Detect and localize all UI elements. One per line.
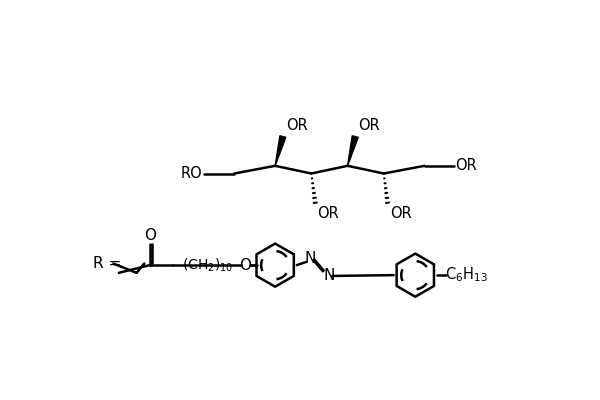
Text: N: N <box>323 268 335 284</box>
Polygon shape <box>347 136 358 166</box>
Text: R =: R = <box>94 256 122 271</box>
Text: OR: OR <box>317 206 339 221</box>
Text: (CH$_2$)$_{10}$: (CH$_2$)$_{10}$ <box>182 256 233 274</box>
Text: O: O <box>239 258 251 273</box>
Text: OR: OR <box>455 158 477 173</box>
Polygon shape <box>275 136 286 166</box>
Text: OR: OR <box>390 206 412 221</box>
Text: N: N <box>305 252 316 266</box>
Text: RO: RO <box>181 166 203 181</box>
Text: OR: OR <box>286 118 308 133</box>
Text: OR: OR <box>358 118 380 133</box>
Text: C$_6$H$_{13}$: C$_6$H$_{13}$ <box>445 266 487 284</box>
Text: O: O <box>145 228 157 243</box>
